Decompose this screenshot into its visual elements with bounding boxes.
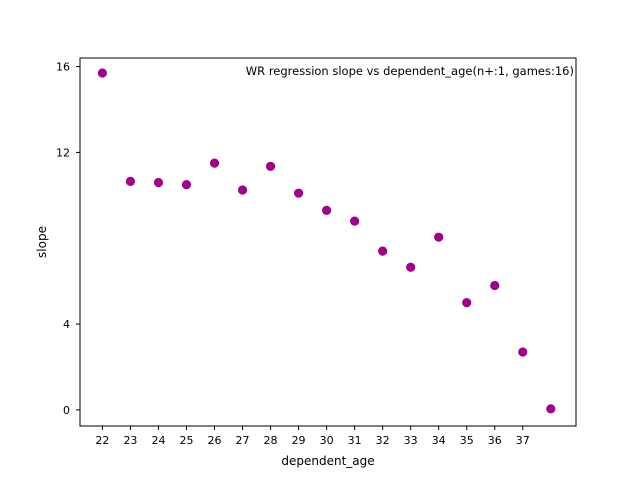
x-tick-label-4: 26 [208,434,222,447]
x-tick-label-9: 31 [348,434,362,447]
y-tick-label-2: 12 [56,146,70,159]
x-tick-label-1: 23 [123,434,137,447]
x-tick-label-15: 37 [516,434,530,447]
x-tick-label-14: 36 [488,434,502,447]
data-point-5 [237,185,248,195]
y-axis-ticks: 0 4 12 16 [56,61,80,417]
y-tick-label-0: 0 [63,404,70,417]
data-point-16 [546,404,556,414]
x-tick-label-13: 35 [460,434,474,447]
x-tick-label-12: 34 [432,434,446,447]
data-point-14 [490,280,500,291]
data-point-4 [209,158,220,168]
data-point-6 [265,161,276,171]
x-tick-label-3: 25 [179,434,193,447]
x-axis-ticks: 22 23 24 25 26 27 28 29 30 31 32 33 34 35 36 37 [95,426,530,447]
data-point-10 [378,246,388,256]
x-tick-label-8: 30 [320,434,334,447]
data-point-13 [462,298,472,308]
x-tick-label-7: 29 [292,434,306,447]
data-point-1 [125,176,136,186]
x-tick-label-10: 32 [376,434,390,447]
x-tick-label-11: 33 [404,434,418,447]
data-point-15 [518,347,528,357]
x-tick-label-2: 24 [151,434,165,447]
data-point-12 [434,232,444,242]
x-tick-label-5: 27 [236,434,250,447]
data-points [97,68,556,414]
y-tick-label-3: 16 [56,61,70,74]
data-point-8 [321,205,332,215]
y-tick-label-1: 4 [63,318,70,331]
data-point-0 [97,68,108,78]
data-point-2 [153,177,164,188]
plot-area: 22 23 24 25 26 27 28 29 30 31 32 33 34 35 36 37 0 4 12 16 [56,57,577,447]
y-axis-label: slope [35,226,49,258]
data-point-11 [406,262,416,272]
data-point-3 [181,180,192,190]
x-tick-label-6: 28 [264,434,278,447]
x-tick-label-0: 22 [95,434,109,447]
x-axis-label: dependent_age [281,454,374,468]
data-point-7 [293,188,304,198]
axes-frame [79,57,577,427]
data-point-9 [350,216,360,226]
chart-title: WR regression slope vs dependent_age(n+:… [246,64,574,78]
